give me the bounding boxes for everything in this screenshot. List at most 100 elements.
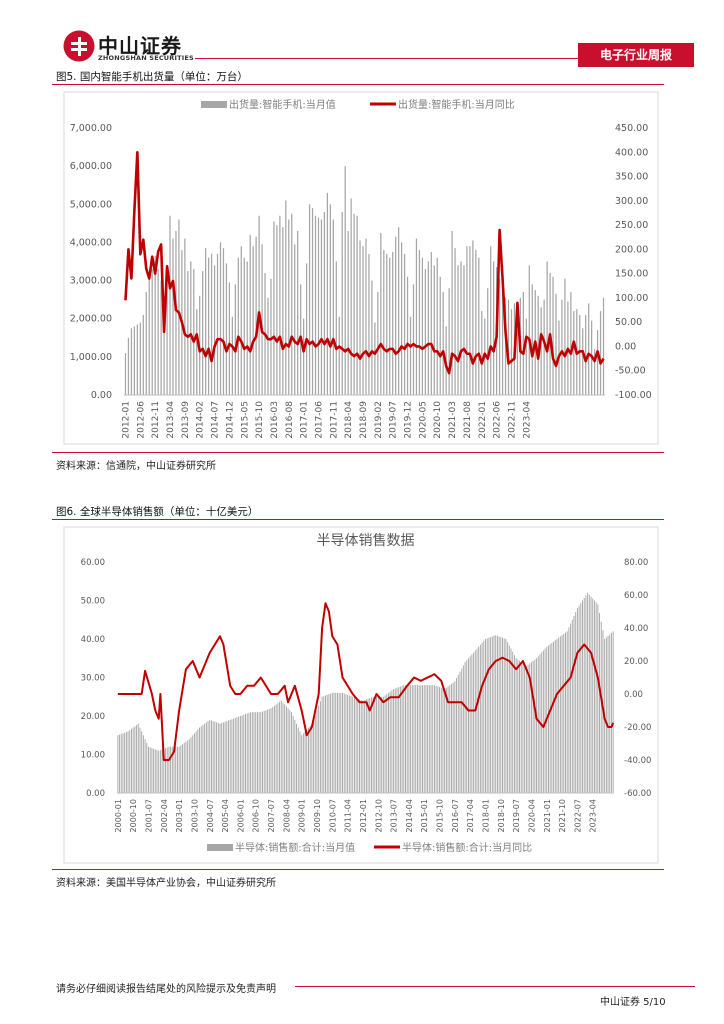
semiconductor-bar: [568, 627, 570, 793]
figure5-title: 图5. 国内智能手机出货量（单位：万台）: [56, 71, 248, 83]
semiconductor-bar: [476, 648, 478, 793]
shipments-x-tick-label: 2018-04: [344, 401, 354, 439]
semiconductor-bar: [522, 663, 524, 793]
semiconductor-bar: [389, 691, 391, 793]
shipments-x-tick-label: 2017-01: [300, 401, 310, 439]
semiconductor-bar: [353, 697, 355, 793]
semiconductor-x-tick-label: 2015-01: [420, 799, 429, 832]
semiconductor-bar: [226, 721, 228, 793]
semiconductor-bar: [593, 600, 595, 793]
semiconductor-bar: [573, 615, 575, 793]
semiconductor-bar: [563, 633, 565, 793]
shipments-bar: [311, 208, 314, 395]
semiconductor-bar: [296, 723, 298, 793]
shipments-bar: [303, 318, 305, 395]
shipments-bar: [166, 272, 168, 395]
shipments-bar: [543, 299, 545, 395]
shipments-bar: [163, 295, 165, 395]
semiconductor-bar: [251, 712, 253, 793]
shipments-bar: [249, 234, 251, 395]
shipments-bar: [273, 221, 275, 395]
shipments-bar: [403, 253, 406, 395]
semiconductor-bar: [273, 705, 275, 793]
semiconductor-bar: [600, 621, 602, 793]
shipments-bar: [347, 230, 349, 395]
shipments-bar: [341, 211, 343, 395]
shipments-x-tick-label: 2016-08: [285, 401, 295, 439]
semiconductor-chart-frame: [63, 526, 659, 864]
semiconductor-bar: [607, 635, 609, 793]
shipments-bar: [418, 250, 421, 395]
semiconductor-bar: [151, 748, 153, 793]
shipments-bar: [433, 265, 435, 395]
semiconductor-bar: [496, 635, 498, 793]
semiconductor-bar: [527, 664, 529, 793]
shipments-yoy-line: [124, 150, 605, 375]
shipments-bar: [460, 261, 462, 395]
semiconductor-bar: [120, 733, 122, 793]
semiconductor-bar: [236, 717, 238, 793]
semiconductor-x-tick-label: 2020-04: [527, 799, 536, 832]
semiconductor-bar: [127, 731, 129, 793]
semiconductor-x-tick-label: 2011-04: [344, 799, 353, 832]
shipments-bar: [282, 227, 284, 395]
semiconductor-bar: [513, 655, 515, 793]
shipments-y-left-tick-label: 7,000.00: [70, 123, 112, 134]
shipments-bar: [493, 261, 495, 395]
semiconductor-bar: [355, 698, 357, 793]
shipments-bar: [285, 200, 287, 395]
semiconductor-bar: [537, 656, 539, 793]
semiconductor-bar: [536, 658, 538, 793]
shipments-x-tick-label: 2022-11: [507, 401, 517, 439]
semiconductor-bar: [148, 746, 149, 793]
shipments-bar: [314, 215, 317, 395]
semiconductor-x-tick-label: 2021-01: [543, 799, 552, 832]
shipments-bar: [228, 282, 231, 395]
semiconductor-bar: [340, 692, 342, 793]
semiconductor-bar: [519, 660, 521, 793]
semiconductor-x-tick-label: 2007-07: [267, 799, 276, 832]
shipments-bar: [145, 292, 147, 395]
semiconductor-bar: [309, 725, 311, 793]
shipments-bar: [216, 253, 219, 395]
semiconductor-x-tick-label: 2012-01: [359, 799, 368, 832]
semiconductor-bar: [183, 742, 185, 793]
semiconductor-bar: [336, 692, 338, 793]
semiconductor-bar: [442, 688, 444, 793]
semiconductor-bar: [302, 733, 304, 793]
shipments-bar: [585, 314, 587, 395]
semiconductor-bar: [565, 632, 566, 793]
semiconductor-bar: [250, 712, 252, 793]
shipments-y-right-tick-label: 0.00: [615, 341, 636, 352]
semiconductor-bar: [234, 717, 236, 793]
semiconductor-x-tick-label: 2010-07: [328, 799, 337, 832]
semiconductor-y-right-tick-label: -20.00: [624, 723, 651, 733]
report-type-badge: 电子行业周报: [578, 43, 694, 67]
semiconductor-bar: [342, 692, 343, 793]
semiconductor-bar: [245, 714, 246, 793]
semiconductor-bar: [224, 721, 226, 793]
shipments-bar: [234, 284, 236, 395]
figure6-source: 资料来源：美国半导体产业协会，中山证券研究所: [56, 878, 276, 889]
shipments-bar: [338, 316, 340, 395]
semiconductor-bar: [570, 623, 572, 793]
semiconductor-bar: [153, 748, 155, 793]
shipments-bar: [602, 297, 605, 395]
shipments-bar: [196, 309, 198, 395]
shipments-bar: [320, 219, 323, 395]
semiconductor-bar: [396, 687, 398, 793]
semiconductor-bar: [144, 739, 146, 793]
semiconductor-yoy-line: [117, 602, 615, 761]
semiconductor-bar: [585, 595, 587, 793]
semiconductor-bar: [580, 603, 582, 793]
semiconductor-bar: [165, 748, 166, 793]
semiconductor-x-tick-label: 2008-04: [282, 799, 291, 832]
semiconductor-bar: [382, 696, 384, 793]
shipments-x-tick-label: 2016-03: [270, 401, 280, 439]
semiconductor-bar: [176, 746, 178, 793]
semiconductor-bar: [493, 635, 495, 793]
semiconductor-bar: [542, 650, 544, 793]
semiconductor-bar: [588, 594, 590, 793]
shipments-bar: [178, 219, 180, 395]
semiconductor-bar: [239, 716, 241, 793]
